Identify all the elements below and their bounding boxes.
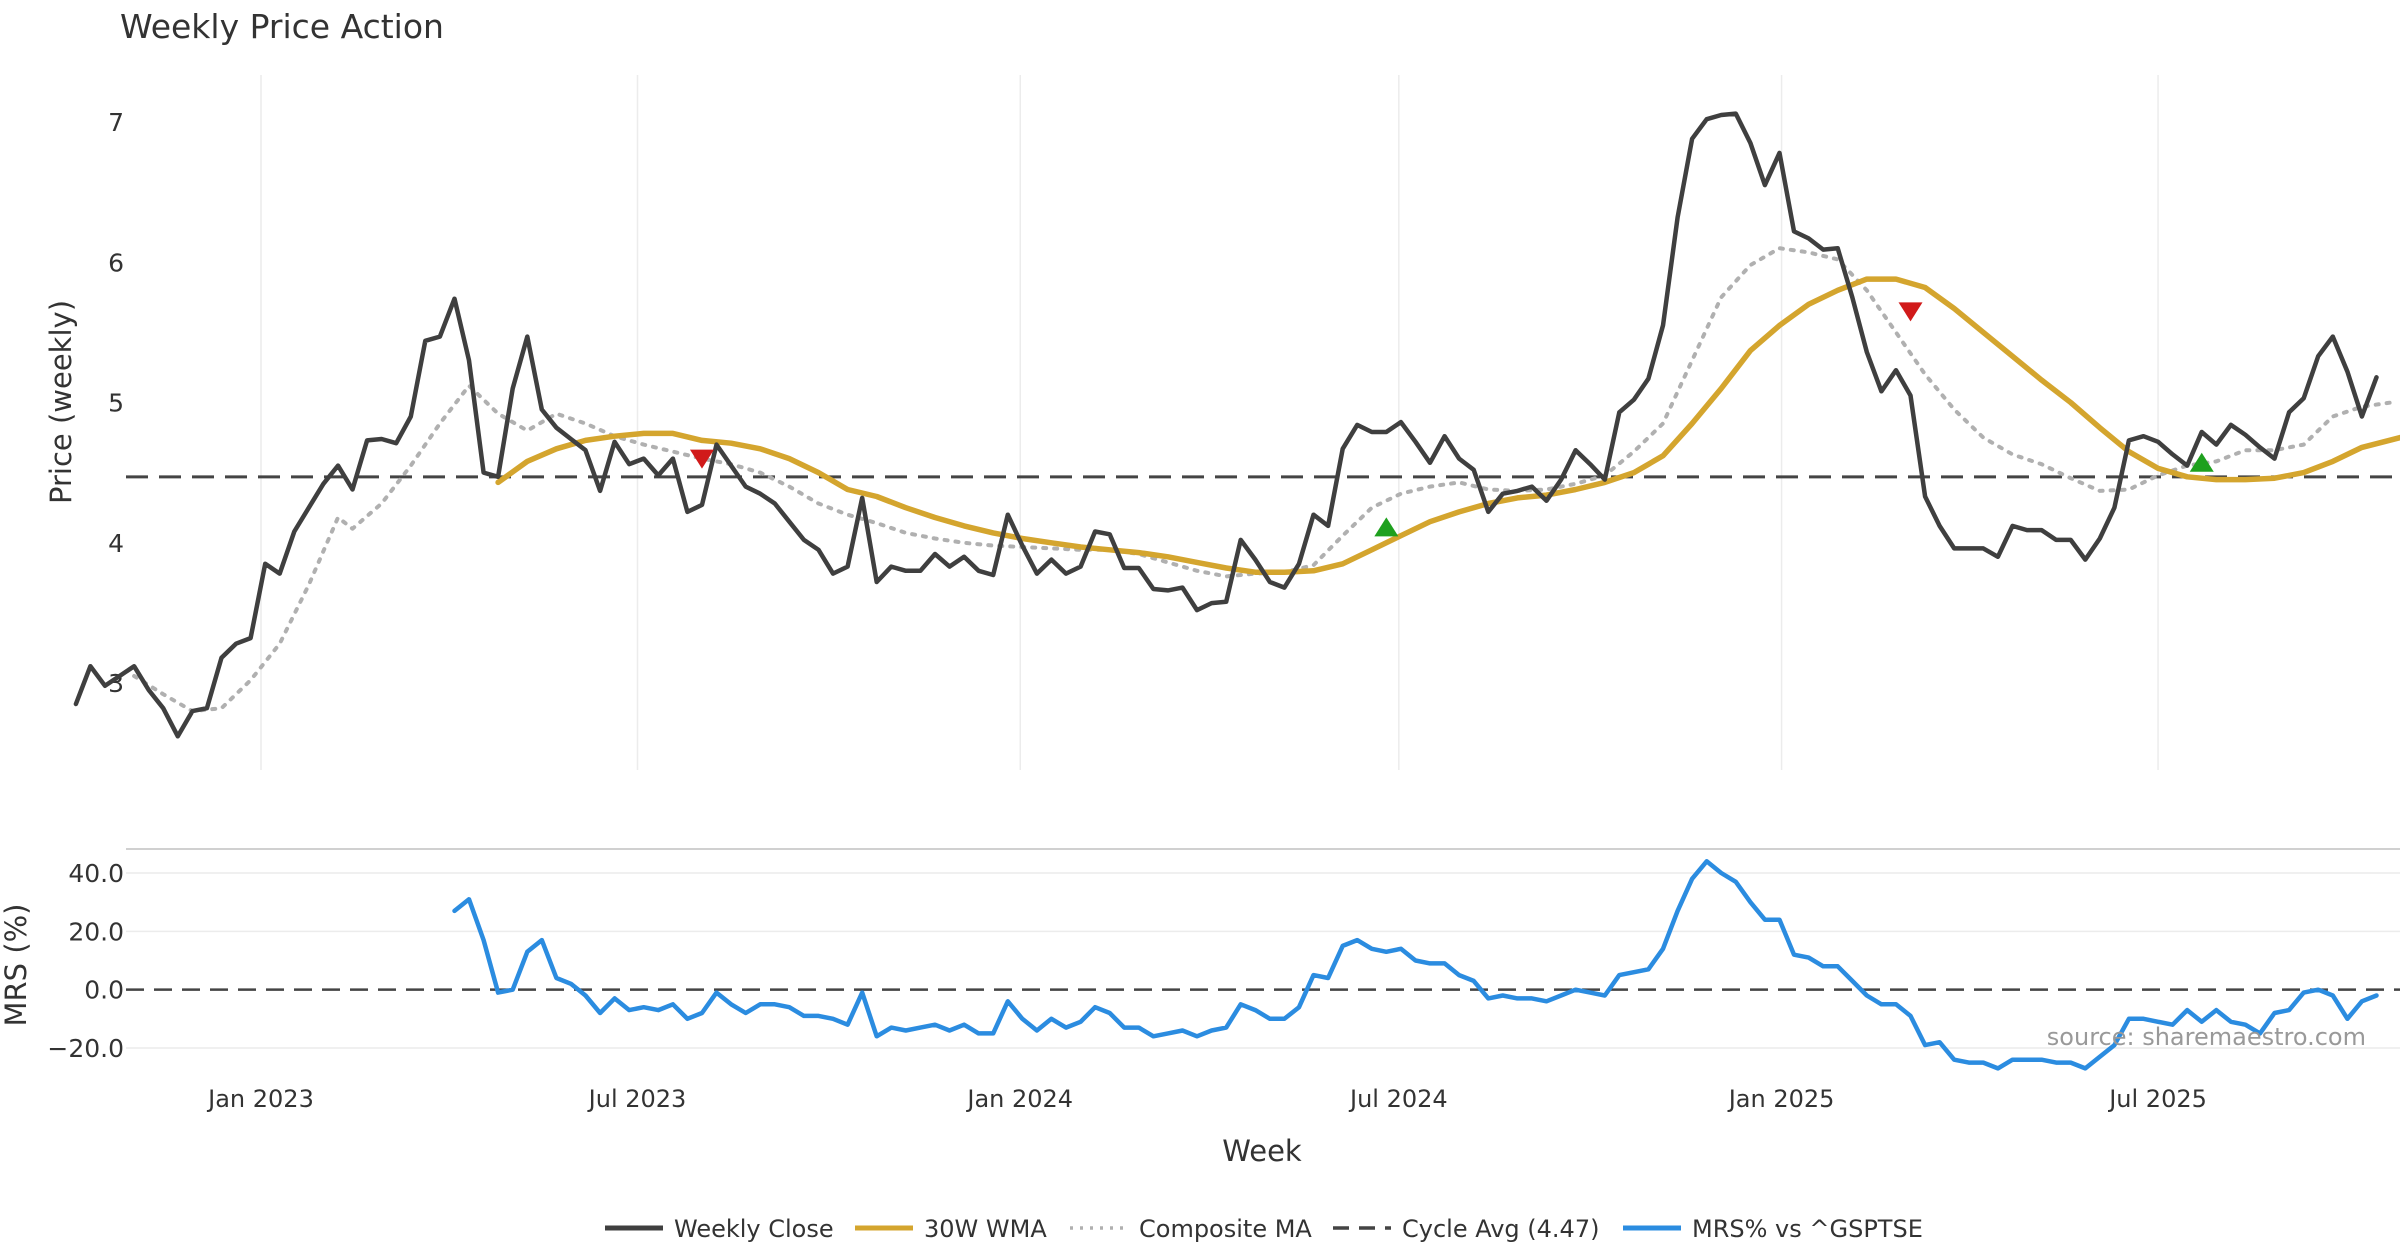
x-tick-label: Jan 2023 xyxy=(206,1085,314,1113)
signal-markers xyxy=(689,302,2214,537)
legend-label: Weekly Close xyxy=(674,1215,834,1243)
mrs-y-tick-label: 20.0 xyxy=(68,917,124,946)
price-y-tick-label: 6 xyxy=(108,248,124,277)
price-chart-title: Weekly Price Action xyxy=(120,7,444,46)
price-grid xyxy=(260,75,2159,770)
mrs-line xyxy=(452,859,2379,1071)
composite-ma-line xyxy=(132,246,2393,714)
mrs-grid xyxy=(126,872,2400,1049)
mrs-series xyxy=(452,859,2379,1071)
mrs-panel: 40.0 20.0 0.0 −20.0 MRS (%) source: sharema… xyxy=(0,859,2400,1071)
legend-label: Composite MA xyxy=(1139,1215,1312,1243)
legend: Weekly Close 30W WMA Composite MA Cycle Avg… xyxy=(605,1215,1923,1243)
source-annotation: source: sharemaestro.com xyxy=(2047,1023,2366,1051)
price-y-tick-label: 5 xyxy=(108,389,124,418)
mrs-y-tick-label: 0.0 xyxy=(84,976,124,1005)
x-tick-label: Jan 2025 xyxy=(1727,1085,1835,1113)
legend-label: 30W WMA xyxy=(924,1215,1047,1243)
mrs-y-tick-label: 40.0 xyxy=(68,859,124,888)
x-tick-label: Jul 2023 xyxy=(587,1085,687,1113)
mrs-y-axis-label: MRS (%) xyxy=(0,904,33,1027)
mrs-y-tick-label: −20.0 xyxy=(47,1034,124,1063)
weekly-close-line xyxy=(73,111,2379,739)
price-y-axis-label: Price (weekly) xyxy=(44,300,78,504)
legend-label: Cycle Avg (4.47) xyxy=(1402,1215,1599,1243)
buy-signal-marker xyxy=(2189,452,2214,472)
price-y-tick-label: 4 xyxy=(108,529,124,558)
legend-label: MRS% vs ^GSPTSE xyxy=(1692,1215,1923,1243)
buy-signal-marker xyxy=(1374,517,1399,537)
wma-30w-line xyxy=(495,276,2400,575)
x-tick-label: Jul 2025 xyxy=(2107,1085,2207,1113)
price-series xyxy=(73,111,2400,739)
x-tick-label: Jan 2024 xyxy=(965,1085,1073,1113)
mrs-y-ticks: 40.0 20.0 0.0 −20.0 xyxy=(47,859,124,1063)
x-axis-label: Week xyxy=(1222,1134,1302,1168)
x-axis-ticks: Jan 2023 Jul 2023 Jan 2024 Jul 2024 Jan 2025… xyxy=(206,1085,2207,1113)
sell-signal-marker xyxy=(689,449,714,469)
price-y-tick-label: 7 xyxy=(108,108,124,137)
sell-signal-marker xyxy=(1898,302,1923,322)
x-tick-label: Jul 2024 xyxy=(1348,1085,1448,1113)
